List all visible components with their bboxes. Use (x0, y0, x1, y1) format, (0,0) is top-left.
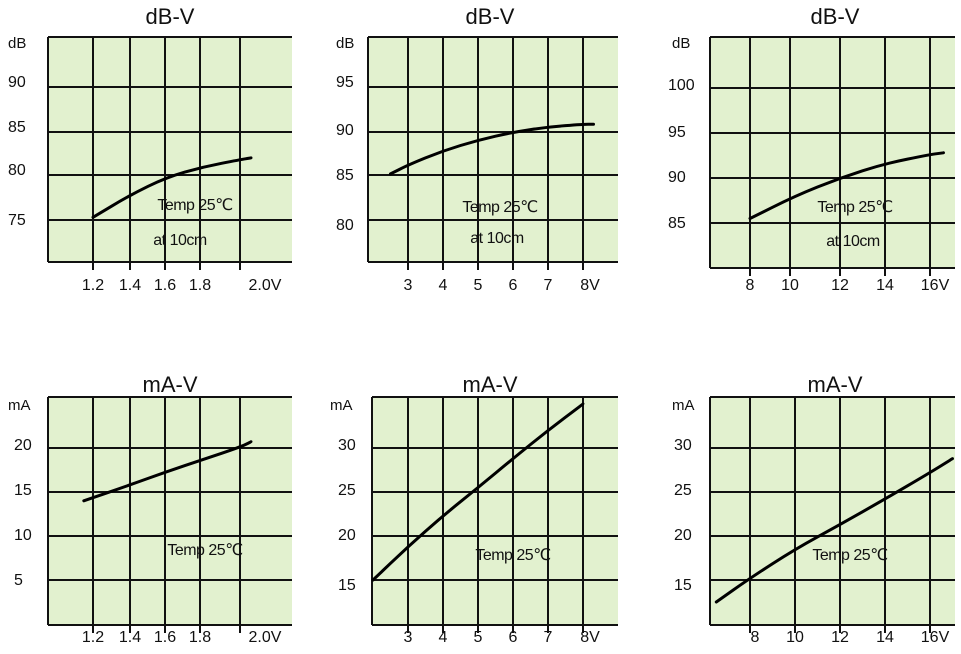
y-tick-label: 30 (674, 437, 692, 454)
series-line (389, 122, 596, 176)
x-tick-label: 5 (474, 629, 483, 646)
y-tick-label: 100 (668, 77, 695, 94)
series-line (91, 156, 253, 219)
x-tick-label: 10 (781, 277, 799, 294)
x-tick-label: 8 (751, 629, 760, 646)
y-tick-label: 80 (8, 162, 26, 179)
chart-panel-4: mA-V mA 20 15 10 5 1.2 1.4 1.6 1.8 2.0V Temp 25℃ (8, 372, 292, 646)
plot-area (372, 397, 618, 625)
chart-title: dB-V (146, 4, 195, 29)
annotation-text: Temp 25℃ (812, 547, 888, 564)
y-tick-label: 85 (668, 215, 686, 232)
y-axis-label: dB (336, 35, 354, 52)
y-tick-label: 85 (336, 167, 354, 184)
series-line (714, 457, 955, 604)
x-tick-label: 1.2 (82, 629, 104, 646)
y-tick-label: 15 (674, 577, 692, 594)
chart-panel-2: dB-V dB 95 90 85 80 3 4 5 6 7 8V Temp 25℃ at 10cm (336, 4, 618, 294)
y-tick-label: 95 (336, 74, 354, 91)
y-tick-label: 90 (336, 122, 354, 139)
y-tick-label: 5 (14, 572, 23, 589)
x-tick-label: 1.8 (189, 277, 211, 294)
y-axis-label: dB (8, 35, 26, 52)
annotation-text: at 10cm (470, 230, 524, 247)
y-tick-label: 15 (338, 577, 356, 594)
x-tick-label: 12 (831, 277, 849, 294)
y-tick-label: 90 (8, 74, 26, 91)
x-tick-label: 7 (544, 277, 553, 294)
annotation-text: at 10cm (153, 232, 207, 249)
y-tick-label: 85 (8, 119, 26, 136)
x-tick-label: 8V (580, 277, 600, 294)
x-tick-label: 2.0V (249, 277, 282, 294)
plot-area (710, 397, 955, 625)
y-tick-label: 30 (338, 437, 356, 454)
chart-panel-5: mA-V mA 30 25 20 15 3 4 5 6 7 8V Temp 25℃ (330, 372, 618, 646)
x-tick-label: 3 (404, 629, 413, 646)
chart-title: dB-V (811, 4, 860, 29)
annotation-text: Temp 25℃ (475, 547, 551, 564)
annotation-text: at 10cm (826, 233, 880, 250)
series-line (371, 402, 585, 582)
chart-title: mA-V (463, 372, 518, 397)
x-tick-label: 4 (439, 629, 448, 646)
x-tick-label: 12 (831, 629, 849, 646)
x-tick-label: 1.8 (189, 629, 211, 646)
y-tick-label: 95 (668, 124, 686, 141)
y-tick-label: 25 (674, 482, 692, 499)
y-axis-label: mA (330, 397, 353, 414)
y-tick-label: 15 (14, 482, 32, 499)
x-tick-label: 8V (580, 629, 600, 646)
y-tick-label: 20 (674, 527, 692, 544)
annotation-text: Temp 25℃ (157, 197, 233, 214)
y-axis-label: mA (8, 397, 31, 414)
x-tick-label: 1.6 (154, 629, 176, 646)
y-tick-label: 20 (338, 527, 356, 544)
plot-area (48, 37, 292, 262)
series-line (748, 151, 946, 220)
x-tick-label: 14 (876, 629, 894, 646)
x-tick-label: 10 (786, 629, 804, 646)
y-tick-label: 80 (336, 217, 354, 234)
x-tick-label: 7 (544, 629, 553, 646)
x-tick-label: 16V (921, 629, 950, 646)
chart-title: mA-V (143, 372, 198, 397)
y-tick-label: 10 (14, 527, 32, 544)
chart-panel-3: dB-V dB 100 95 90 85 8 10 12 14 16V Temp 25℃ at 10cm (668, 4, 955, 294)
x-tick-label: 14 (876, 277, 894, 294)
annotation-text: Temp 25℃ (167, 542, 243, 559)
chart-panel-6: mA-V mA 30 25 20 15 8 10 12 14 16V Temp 25℃ (672, 372, 955, 646)
y-tick-label: 20 (14, 437, 32, 454)
x-tick-label: 1.4 (119, 277, 141, 294)
y-tick-label: 90 (668, 169, 686, 186)
x-tick-label: 1.4 (119, 629, 141, 646)
y-tick-label: 25 (338, 482, 356, 499)
plot-area (48, 397, 292, 625)
x-tick-label: 1.2 (82, 277, 104, 294)
chart-panel-1: dB-V dB 90 85 80 75 1.2 1.4 1.6 1.8 2.0V Temp 25℃ at… (8, 4, 292, 294)
x-tick-label: 6 (509, 277, 518, 294)
x-tick-label: 8 (746, 277, 755, 294)
x-tick-label: 3 (404, 277, 413, 294)
x-tick-label: 4 (439, 277, 448, 294)
y-tick-label: 75 (8, 212, 26, 229)
annotation-text: Temp 25℃ (462, 199, 538, 216)
chart-title: mA-V (808, 372, 863, 397)
series-line (82, 440, 253, 503)
annotation-text: Temp 25℃ (817, 199, 893, 216)
x-tick-label: 5 (474, 277, 483, 294)
chart-title: dB-V (466, 4, 515, 29)
x-tick-label: 2.0V (249, 629, 282, 646)
x-tick-label: 16V (921, 277, 950, 294)
plot-area (368, 37, 618, 262)
y-axis-label: dB (672, 35, 690, 52)
x-tick-label: 1.6 (154, 277, 176, 294)
x-tick-label: 6 (509, 629, 518, 646)
y-axis-label: mA (672, 397, 695, 414)
